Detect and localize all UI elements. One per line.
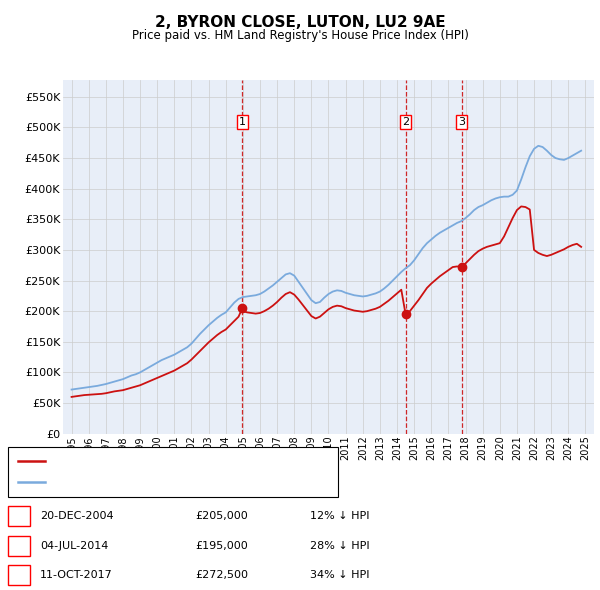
FancyBboxPatch shape bbox=[8, 447, 338, 497]
Text: Price paid vs. HM Land Registry's House Price Index (HPI): Price paid vs. HM Land Registry's House … bbox=[131, 30, 469, 42]
Text: 11-OCT-2017: 11-OCT-2017 bbox=[40, 571, 113, 580]
Text: 12% ↓ HPI: 12% ↓ HPI bbox=[310, 512, 370, 521]
Text: 2: 2 bbox=[16, 541, 23, 550]
FancyBboxPatch shape bbox=[8, 506, 30, 526]
Text: 2, BYRON CLOSE, LUTON, LU2 9AE: 2, BYRON CLOSE, LUTON, LU2 9AE bbox=[155, 15, 445, 30]
FancyBboxPatch shape bbox=[8, 565, 30, 585]
Text: £272,500: £272,500 bbox=[195, 571, 248, 580]
Text: £195,000: £195,000 bbox=[195, 541, 248, 550]
Text: 3: 3 bbox=[458, 117, 465, 127]
Text: HPI: Average price, detached house, Luton: HPI: Average price, detached house, Luto… bbox=[52, 477, 274, 487]
Text: 20-DEC-2004: 20-DEC-2004 bbox=[40, 512, 113, 521]
Text: 1: 1 bbox=[239, 117, 246, 127]
Text: 3: 3 bbox=[16, 571, 23, 580]
Text: 1: 1 bbox=[16, 512, 23, 521]
Text: 28% ↓ HPI: 28% ↓ HPI bbox=[310, 541, 370, 550]
Text: 04-JUL-2014: 04-JUL-2014 bbox=[40, 541, 109, 550]
Text: £205,000: £205,000 bbox=[195, 512, 248, 521]
FancyBboxPatch shape bbox=[8, 536, 30, 556]
Text: 34% ↓ HPI: 34% ↓ HPI bbox=[310, 571, 370, 580]
Text: 2, BYRON CLOSE, LUTON, LU2 9AE (detached house): 2, BYRON CLOSE, LUTON, LU2 9AE (detached… bbox=[52, 456, 325, 466]
Text: 2: 2 bbox=[402, 117, 409, 127]
